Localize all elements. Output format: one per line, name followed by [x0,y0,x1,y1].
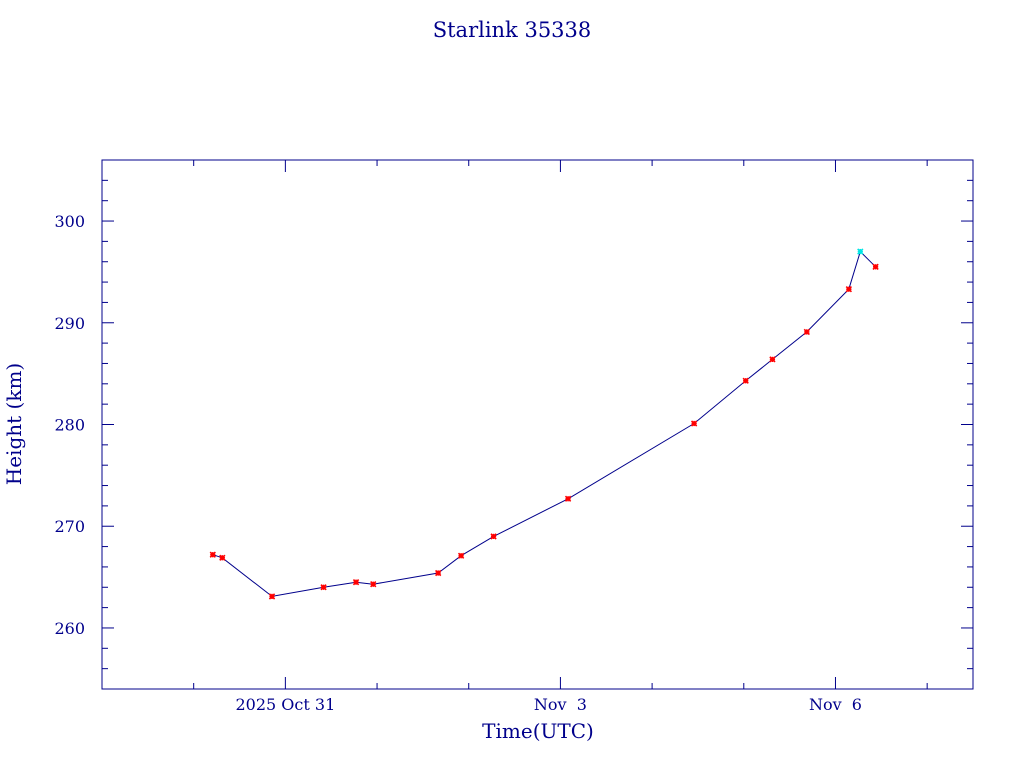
x-tick-label: Nov 6 [809,695,862,714]
y-tick-label: 260 [54,619,85,638]
data-point [352,579,360,586]
data-point [457,552,465,559]
data-point [219,554,226,561]
y-axis-label: Height (km) [2,363,26,485]
data-point [320,584,327,591]
y-tick-labels: 260 270 280 290 300 [54,212,85,638]
plot-frame [101,159,974,690]
x-tick-label: 2025 Oct 31 [235,695,335,714]
height-series-line [212,250,876,597]
y-tick-label: 270 [54,517,85,536]
data-point [803,328,810,336]
x-tick-label: Nov 3 [534,695,587,714]
data-point-highlight [857,248,864,255]
data-point [742,377,749,384]
data-point [872,263,879,270]
x-axis-label: Time(UTC) [482,719,594,743]
axis-ticks [101,159,973,690]
y-tick-label: 300 [54,212,85,231]
data-point [209,551,216,558]
data-point [268,593,276,600]
data-point [370,581,377,588]
data-point [690,420,698,427]
y-tick-label: 280 [54,416,85,435]
data-point [564,495,572,502]
chart-title: Starlink 35338 [433,18,592,42]
y-tick-label: 290 [54,314,85,333]
data-point [435,569,442,577]
x-tick-labels: 2025 Oct 31 Nov 3 Nov 6 [235,695,862,714]
data-point [769,356,776,363]
height-series-points [209,248,879,600]
data-point [845,286,853,293]
data-point [490,533,497,540]
